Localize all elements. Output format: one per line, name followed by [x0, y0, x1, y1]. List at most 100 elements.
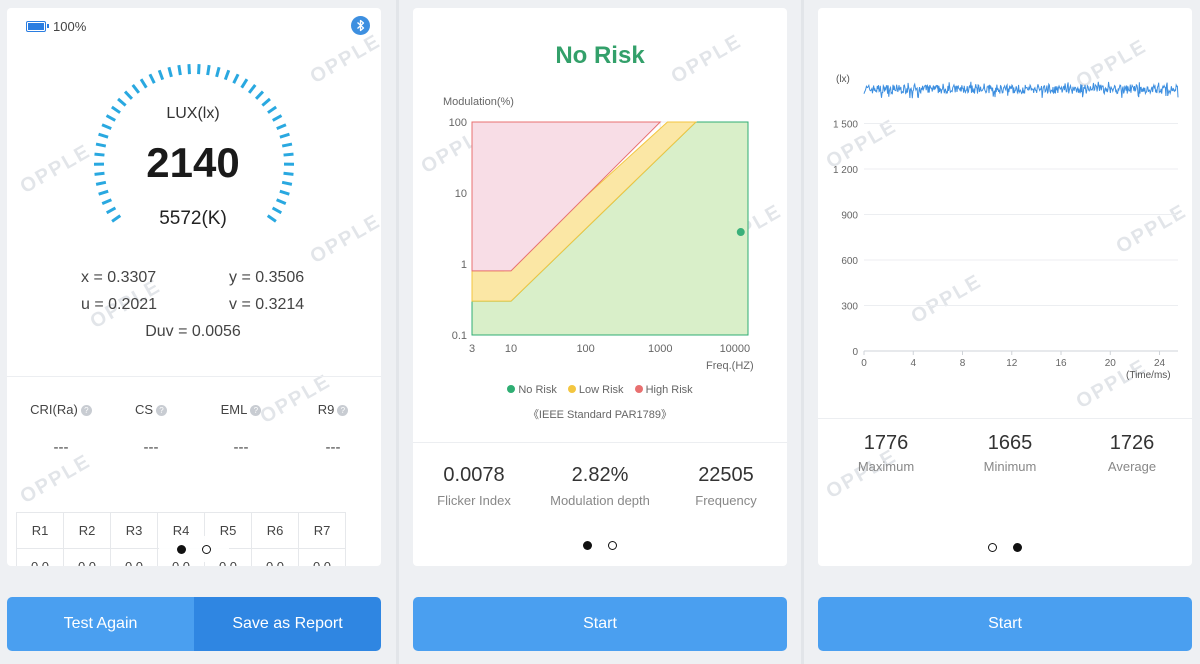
gauge-tick [117, 97, 127, 107]
r-value: 0.0 [251, 548, 299, 566]
x-axis-label: Freq.(HZ) [706, 360, 754, 372]
x-tick-label: 10000 [720, 343, 751, 355]
gauge-tick [157, 69, 165, 81]
gauge-tick [267, 105, 278, 114]
r-header: R6 [251, 512, 299, 549]
gauge-tick [94, 171, 105, 176]
legend-label: High Risk [645, 384, 693, 396]
metric-value: --- [53, 439, 69, 456]
test-again-button[interactable]: Test Again [7, 597, 194, 651]
help-icon[interactable]: ? [250, 405, 262, 416]
page-dot[interactable] [988, 543, 997, 552]
y-tick-label: 1 200 [833, 165, 858, 176]
y-tick-label: 600 [841, 256, 858, 267]
bluetooth-icon[interactable] [351, 16, 370, 35]
stat-label: Frequency [695, 493, 757, 508]
metric-cri: CRI(Ra)? --- [17, 402, 105, 456]
waveform-panel: OPPLE OPPLE OPPLE OPPLE OPPLE OPPLE (lx)… [804, 0, 1200, 664]
gauge-tick [283, 171, 294, 176]
lux-value: 2140 [146, 139, 240, 186]
metric-label: EML [220, 402, 248, 417]
stat-frequency: 22505 Frequency [665, 464, 787, 508]
x-tick-label: 8 [960, 358, 966, 369]
gauge-tick [131, 84, 141, 94]
measurement-point [736, 228, 745, 237]
stat-average: 1726 Average [1074, 432, 1190, 474]
stat-label: Average [1107, 459, 1157, 474]
gauge-tick [276, 198, 287, 206]
start-button[interactable]: Start [818, 597, 1192, 651]
gauge-tick [272, 114, 283, 122]
r-header: R7 [298, 512, 346, 549]
page-dot[interactable] [202, 544, 211, 554]
legend-no-risk: No Risk [507, 384, 557, 396]
gauge-tick [187, 64, 191, 75]
u-coordinate: u = 0.2021 [81, 296, 158, 313]
gauge-tick [123, 90, 134, 100]
y-tick-label: 0.1 [452, 330, 467, 342]
legend-low-risk: Low Risk [567, 384, 624, 396]
gauge-tick [94, 152, 105, 157]
chart-legend: No Risk Low Risk High Risk [413, 384, 787, 396]
help-icon[interactable]: ? [337, 405, 349, 416]
gauge-tick [261, 97, 271, 107]
region-high-risk [471, 121, 662, 272]
standard-reference: 《IEEE Standard PAR1789》 [527, 409, 673, 421]
x-axis-unit: (Time/ms) [1126, 370, 1171, 381]
start-button[interactable]: Start [413, 597, 787, 651]
page-dot[interactable] [608, 541, 617, 550]
y-tick-label: 1 [461, 259, 467, 271]
meter-panel: OPPLE OPPLE OPPLE OPPLE OPPLE OPPLE 100%… [0, 0, 396, 664]
illuminance-waveform-chart: 0 300 600 900 1 200 1 500 0 4 8 12 16 20 24 [833, 81, 1179, 369]
legend-dot [507, 385, 516, 393]
page-dot-active[interactable] [583, 541, 592, 550]
gauge-tick [98, 189, 109, 196]
metric-value: --- [143, 439, 159, 456]
gauge-tick [232, 73, 240, 84]
legend-label: No Risk [518, 384, 557, 396]
gauge-tick [111, 214, 122, 223]
gauge-tick [101, 198, 112, 206]
gauge-tick [283, 152, 294, 157]
r-header: R2 [63, 512, 111, 549]
stat-value: 22505 [698, 464, 754, 486]
legend-dot [567, 385, 576, 393]
r-header: R3 [110, 512, 158, 549]
save-report-button[interactable]: Save as Report [194, 597, 381, 651]
gauge-tick [139, 78, 148, 89]
y-axis-unit: (lx) [836, 74, 850, 85]
x-coordinate: x = 0.3307 [81, 269, 157, 286]
help-icon[interactable]: ? [80, 405, 92, 416]
metric-cs: CS? --- [107, 402, 195, 456]
duv-value: Duv = 0.0056 [145, 323, 241, 340]
y-tick-label: 900 [841, 211, 858, 222]
x-tick-label: 12 [1006, 358, 1018, 369]
x-tick-label: 20 [1105, 358, 1117, 369]
page-indicator [159, 536, 229, 562]
flicker-panel: OPPLE OPPLE OPPLE No Risk Modulation(%) … [399, 0, 801, 664]
gauge-tick [105, 114, 116, 122]
page-dot-active[interactable] [1013, 543, 1022, 552]
gauge-tick [254, 90, 265, 100]
y-coordinate: y = 0.3506 [229, 269, 305, 286]
metric-r9: R9? --- [289, 402, 377, 456]
stat-modulation-depth: 2.82% Modulation depth [535, 464, 665, 508]
stat-label: Minimum [983, 459, 1037, 474]
panel-divider [801, 0, 804, 664]
gauge-tick [271, 206, 283, 215]
x-tick-label: 0 [861, 358, 867, 369]
stat-flicker-index: 0.0078 Flicker Index [413, 464, 535, 508]
y-tick-label: 100 [449, 117, 467, 129]
gauge-tick [95, 142, 107, 148]
gauge-tick [281, 142, 293, 148]
gauge-tick [276, 123, 287, 131]
watermark: OPPLE [16, 450, 95, 509]
battery-icon [26, 21, 49, 32]
y-tick-label: 300 [841, 302, 858, 313]
page-dot-active[interactable] [177, 544, 186, 554]
watermark: OPPLE [306, 210, 381, 269]
gauge-tick [266, 214, 277, 223]
gauge-tick [148, 73, 156, 84]
help-icon[interactable]: ? [156, 405, 168, 416]
r-value: 0.0 [16, 548, 64, 566]
